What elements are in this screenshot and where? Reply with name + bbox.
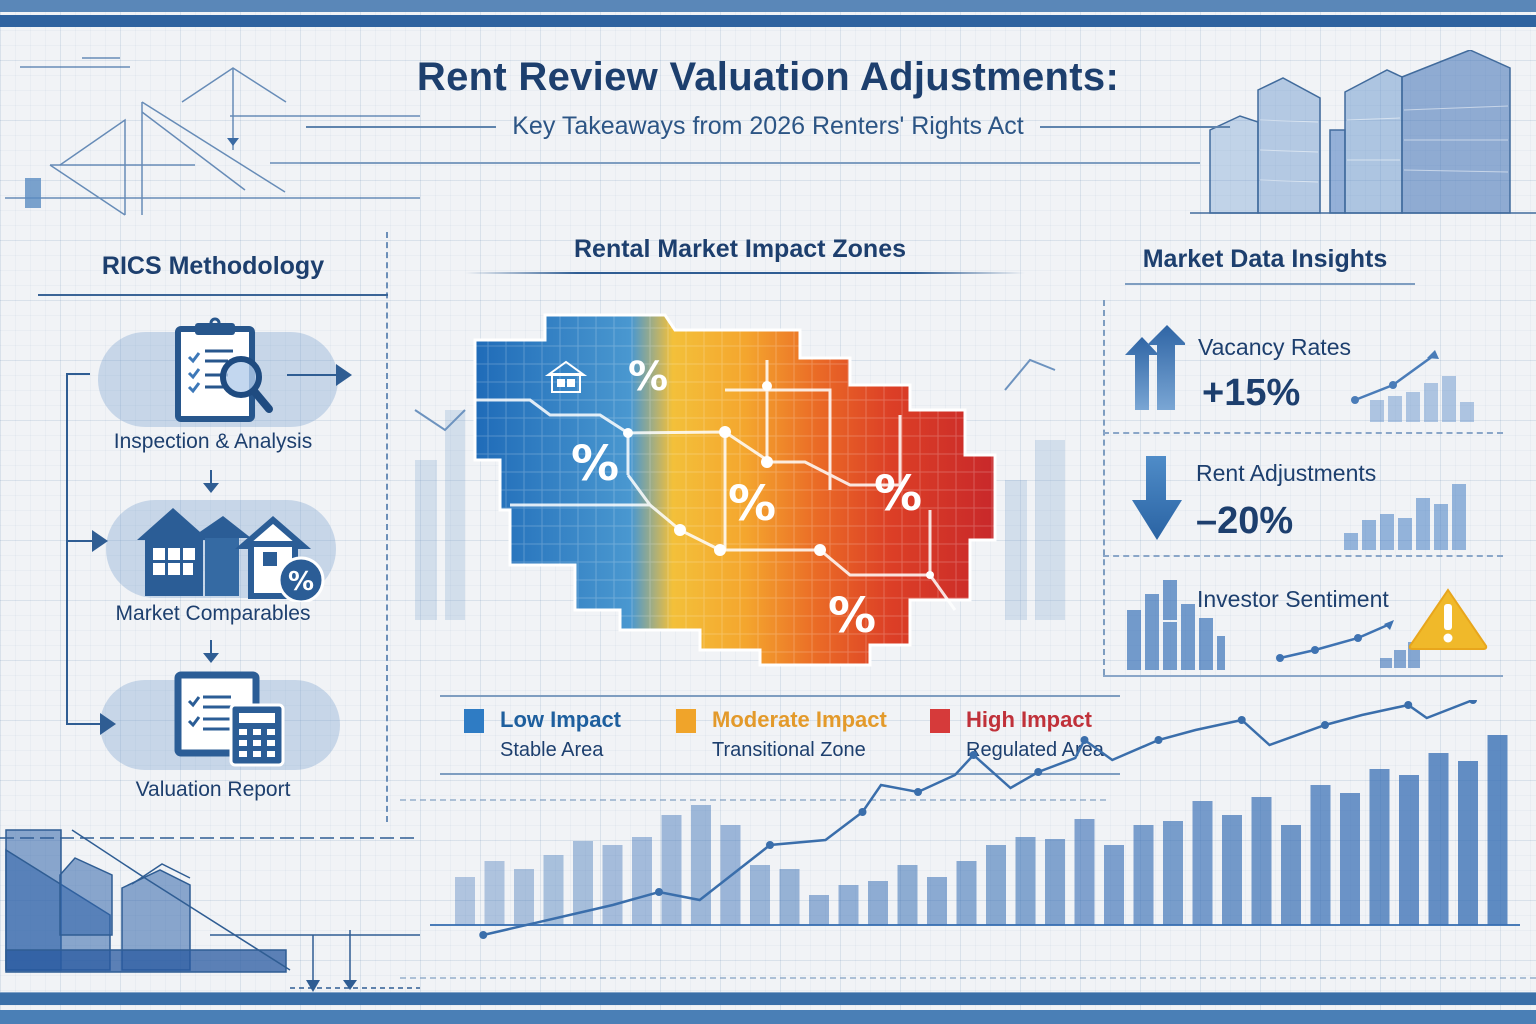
bottom-border-band-lower	[0, 1010, 1536, 1024]
legend-name-low: Low Impact	[500, 707, 622, 732]
legend-name-moderate: Moderate Impact	[712, 707, 887, 732]
sentiment-bar-chart-icon	[1127, 580, 1225, 670]
legend-swatch-high	[930, 709, 950, 733]
impact-zones-title-rule	[465, 272, 1025, 274]
flow-arrow-down-icon	[203, 483, 219, 493]
step-valuation-report: Valuation Report	[135, 778, 291, 801]
metric-label-rent: Rent Adjustments	[1196, 460, 1377, 486]
metric-label-vacancy: Vacancy Rates	[1198, 334, 1351, 360]
metric-value-rent: –20%	[1196, 500, 1294, 542]
growth-bar-line-chart	[400, 700, 1536, 979]
legend-swatch-moderate	[676, 709, 696, 733]
faded-chart-backdrop	[414, 358, 1065, 620]
market-data-insights-panel	[1103, 300, 1503, 675]
house-marker-icon	[544, 360, 588, 393]
double-arrow-up-icon	[1125, 325, 1185, 410]
skyline-buildings-icon	[1190, 50, 1536, 214]
flow-connector	[287, 374, 337, 376]
page-title: Rent Review Valuation Adjustments:	[416, 55, 1120, 99]
impact-zones-title: Rental Market Impact Zones	[573, 235, 907, 263]
legend-desc-low: Stable Area	[500, 739, 604, 761]
insights-title-rule	[1125, 283, 1415, 285]
legend-name-high: High Impact	[966, 707, 1092, 732]
subtitle-rule-right	[1039, 125, 1230, 128]
zone-percent-label: %	[728, 476, 776, 532]
top-border-band	[0, 0, 1536, 12]
zone-percent-label: %	[828, 588, 876, 644]
clipboard-magnifier-icon	[175, 317, 273, 422]
zone-percent-label: %	[628, 354, 668, 400]
legend-desc-moderate: Transitional Zone	[712, 739, 866, 761]
zone-percent-label: %	[874, 466, 922, 522]
step-market-comparables: Market Comparables	[115, 602, 311, 625]
sentiment-trend-line-icon	[1276, 620, 1420, 668]
panel-title-rule	[38, 294, 388, 296]
flow-connector	[66, 373, 68, 723]
legend-swatch-low	[464, 709, 484, 733]
metric-divider	[1103, 555, 1503, 557]
flow-connector	[66, 723, 102, 725]
impact-legend: Low Impact Stable Area Moderate Impact T…	[440, 695, 1120, 775]
flow-arrow-right-icon	[336, 364, 352, 386]
title-divider	[300, 162, 1200, 164]
zone-map-graphic: % % % % %	[473, 313, 997, 667]
flow-arrow-down-icon	[203, 653, 219, 663]
impact-zones-map: % % % % %	[470, 310, 1030, 680]
houses-percent-icon: %	[137, 508, 325, 602]
rics-methodology-title: RICS Methodology	[101, 252, 325, 280]
flow-arrow-right-icon	[92, 530, 108, 552]
report-calculator-icon	[174, 671, 285, 767]
blueprint-roof-sketch-icon	[5, 57, 420, 216]
metric-divider	[1103, 675, 1503, 677]
svg-text:%: %	[288, 567, 314, 597]
vacancy-mini-chart-icon	[1351, 350, 1474, 422]
bottom-border-band	[0, 993, 1536, 1005]
metric-value-vacancy: +15%	[1202, 372, 1301, 414]
page-subtitle: Key Takeaways from 2026 Renters' Rights …	[512, 112, 1024, 140]
metric-divider	[1103, 432, 1503, 434]
flow-arrow-right-icon	[100, 713, 116, 735]
legend-desc-high: Regulated Area	[966, 739, 1104, 761]
flow-connector	[66, 540, 92, 542]
flow-connector	[210, 470, 212, 484]
zone-percent-label: %	[571, 436, 619, 492]
subtitle-row: Key Takeaways from 2026 Renters' Rights …	[0, 112, 1536, 141]
warning-triangle-icon	[1408, 588, 1488, 650]
step-inspection-analysis: Inspection & Analysis	[113, 430, 313, 453]
metric-label-sentiment: Investor Sentiment	[1197, 586, 1389, 612]
market-data-insights-title: Market Data Insights	[1142, 245, 1388, 273]
subtitle-rule-left	[306, 125, 497, 128]
rics-methodology-panel: RICS Methodology Inspection & Analysis %…	[38, 232, 388, 822]
flow-connector	[210, 640, 212, 654]
arrow-down-icon	[1132, 456, 1182, 540]
flow-connector	[66, 373, 90, 375]
top-border-band-inner	[0, 15, 1536, 27]
rent-mini-chart-icon	[1344, 484, 1466, 550]
blueprint-building-sketch-icon	[0, 829, 420, 992]
